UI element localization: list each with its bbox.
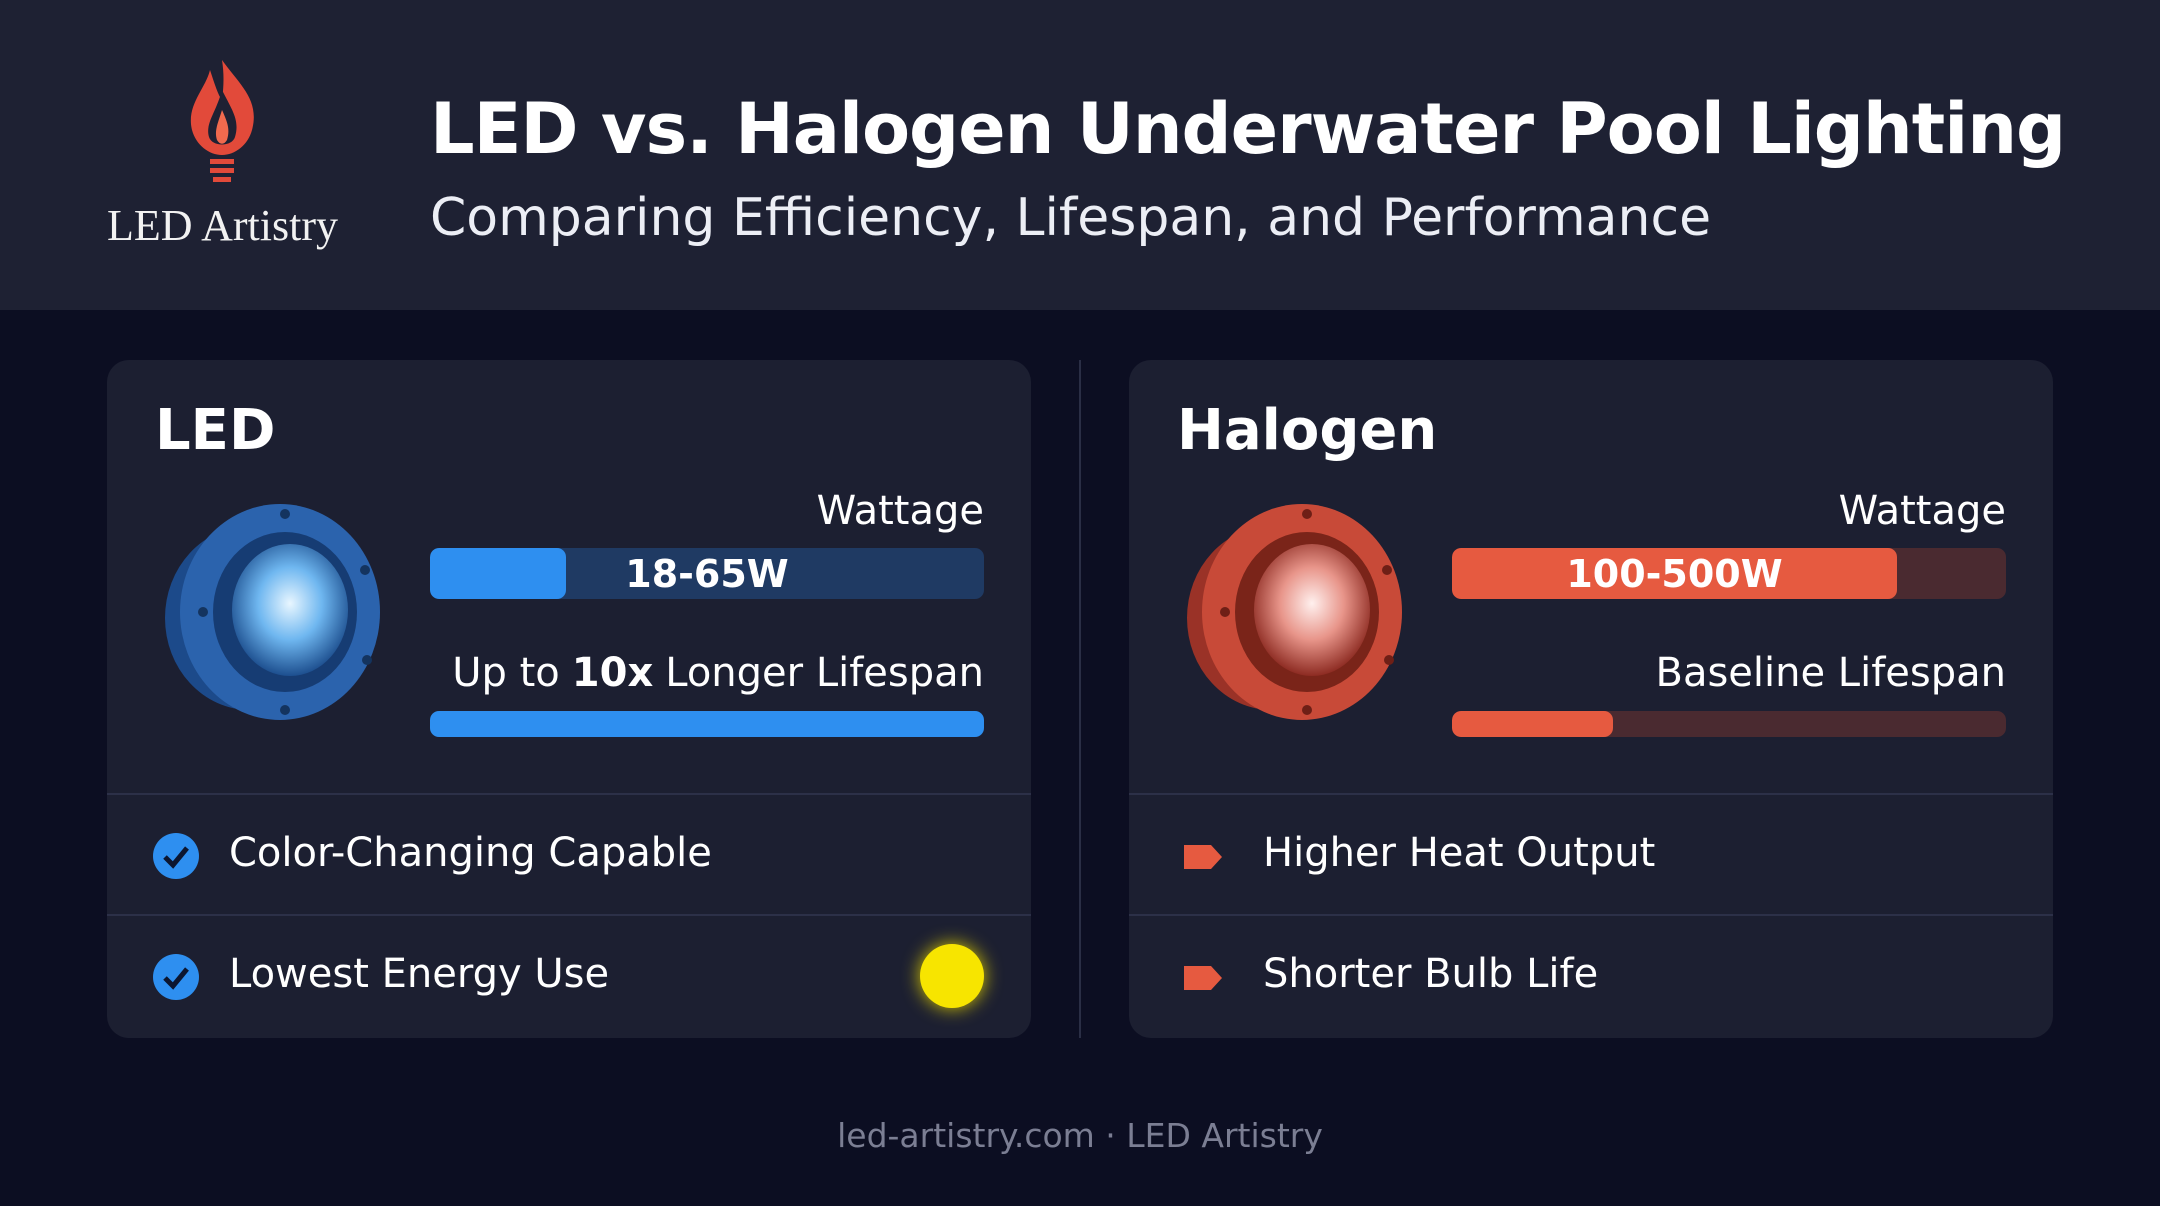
wattage-value: 100-500W xyxy=(1566,551,1783,596)
led-card: LED Wattage 18-65W Up to 10x Longer Lifesp… xyxy=(107,360,1031,1038)
title: LED vs. Halogen Underwater Pool Lighting xyxy=(430,88,2066,170)
wattage-fill xyxy=(1452,548,1897,599)
text: Baseline Lifespan xyxy=(1655,650,2007,696)
separator xyxy=(107,793,1031,795)
energy-dot xyxy=(920,944,984,1008)
feature: Lowest Energy Use xyxy=(229,951,610,997)
subtitle: Comparing Efficiency, Lifespan, and Perf… xyxy=(430,188,1712,248)
lifespan-bar xyxy=(1452,711,2006,737)
separator xyxy=(1129,914,2053,916)
wattage-bar: 18-65W xyxy=(430,548,984,599)
check-icon xyxy=(153,954,199,1000)
halogen-lamp xyxy=(1187,504,1402,720)
divider xyxy=(1079,360,1081,1038)
led-lamp xyxy=(165,504,380,720)
wattage-value: 18-65W xyxy=(625,551,789,596)
logo-icon xyxy=(190,60,254,182)
lifespan-label: Baseline Lifespan xyxy=(1656,650,2007,696)
footer: led-artistry.com · LED Artistry xyxy=(837,1116,1323,1155)
text: 10x xyxy=(571,650,654,696)
wattage-bar: 100-500W xyxy=(1452,548,2006,599)
text: Longer Lifespan xyxy=(665,650,984,696)
wattage-fill xyxy=(430,548,566,599)
text: Up to xyxy=(452,650,560,696)
tag-icon xyxy=(1184,845,1222,869)
separator xyxy=(1129,793,2053,795)
halogen-card: Halogen Wattage 100-500W Baseline Lifesp… xyxy=(1129,360,2053,1038)
feature: Higher Heat Output xyxy=(1263,830,1656,876)
lifespan-label: Up to 10x Longer Lifespan xyxy=(452,650,984,696)
feature: Color-Changing Capable xyxy=(229,830,712,876)
logo-text: LED Artistry xyxy=(107,201,338,250)
tag-icon xyxy=(1184,966,1222,990)
wattage-label: Wattage xyxy=(1838,488,2006,534)
card-title: LED xyxy=(155,398,276,463)
feature: Shorter Bulb Life xyxy=(1263,951,1599,997)
separator xyxy=(107,914,1031,916)
wattage-label: Wattage xyxy=(816,488,984,534)
card-title: Halogen xyxy=(1177,398,1438,463)
header: LED Artistry LED vs. Halogen Underwater … xyxy=(0,0,2160,310)
lifespan-bar xyxy=(430,711,984,737)
check-icon xyxy=(153,833,199,879)
lifespan-fill xyxy=(1452,711,1613,737)
